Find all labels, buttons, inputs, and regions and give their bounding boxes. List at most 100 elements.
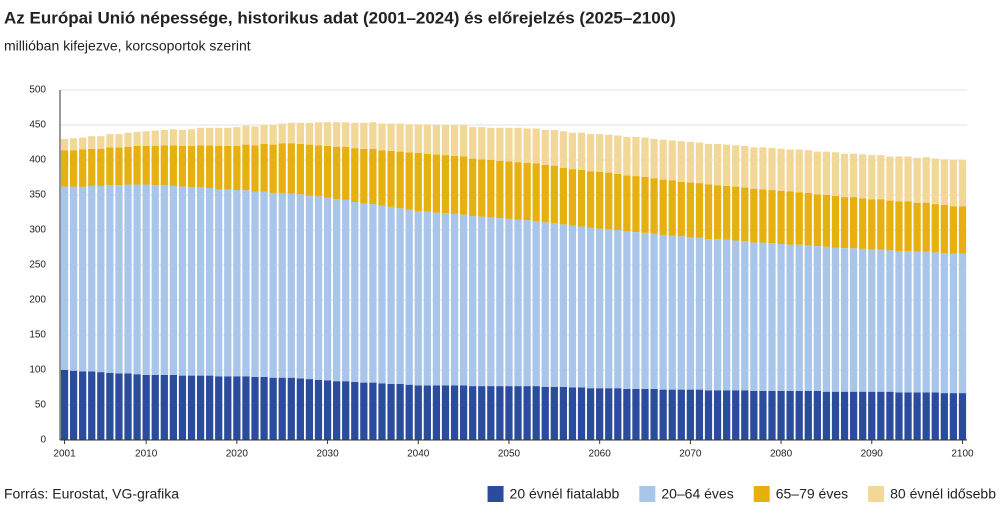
bar-segment [886,156,894,201]
bar-segment [351,202,359,382]
bar-segment [106,185,114,373]
bar-segment [278,192,286,378]
source-note: Forrás: Eurostat, VG-grafika [4,486,179,502]
bar-segment [759,242,767,391]
bar-segment [922,202,930,252]
bar-segment [586,134,595,172]
bar-segment [496,160,504,219]
bar-segment [577,132,586,170]
bar-segment [60,150,69,187]
bar-segment [342,199,350,382]
bar-segment [514,219,522,387]
bar-segment [414,385,422,440]
bar-segment [813,194,821,247]
bar-segment [768,148,776,191]
bar-segment [323,380,332,440]
bar-segment [450,155,459,214]
bar-segment [750,242,758,391]
bar-segment [641,388,649,440]
bar-segment [623,388,631,440]
bar-segment [822,391,831,440]
bar-segment [713,143,722,186]
legend-swatch [753,486,770,502]
bar-segment [151,146,159,186]
bar-segment [342,122,350,147]
bar-segment [550,223,558,387]
bar-segment [895,201,903,251]
bar-segment [423,385,431,440]
bar-segment [151,130,159,146]
bar-segment [296,194,304,379]
bar-segment [505,218,513,387]
bar-segment [541,129,549,165]
bar-segment [605,172,613,230]
bar-segment [69,150,78,187]
bar-segment [541,386,549,440]
bar-segment [514,162,522,220]
bar-segment [432,125,441,155]
bar-segment [641,232,649,389]
bar-segment [777,148,785,191]
bar-segment [813,391,821,440]
bar-segment [840,248,849,392]
bar-segment [768,243,776,391]
bar-segment [632,388,640,440]
bar-segment [450,213,459,386]
bar-segment [333,122,341,147]
bar-segment [69,138,78,151]
x-tick-label: 2050 [498,449,521,460]
bar-segment [97,185,105,373]
bar-segment [278,377,286,440]
bar-segment [360,203,368,383]
bar-segment [559,167,568,225]
bar-segment [414,124,422,153]
bar-segment [877,155,885,200]
bar-segment [704,390,713,440]
bar-segment [686,389,694,440]
bar-segment [614,174,622,230]
bar-segment [187,146,196,188]
bar-segment [922,251,930,393]
bar-segment [777,244,785,391]
bar-segment [958,393,967,440]
bar-segment [659,389,667,440]
bar-segment [913,251,921,393]
bar-segment [813,246,821,391]
x-tick-label: 2020 [226,449,249,460]
bar-segment [804,150,812,193]
bar-segment [251,145,259,192]
bar-segment [469,386,477,440]
bar-segment [704,143,713,185]
bar-segment [659,139,667,180]
bar-segment [106,147,114,186]
bar-segment [169,185,178,375]
bar-segment [813,151,821,195]
bar-segment [260,125,268,144]
bar-segment [405,384,413,440]
bar-segment [88,371,96,440]
bar-segment [704,239,713,391]
bar-segment [704,184,713,240]
legend-swatch [868,486,885,502]
bar-segment [369,382,377,440]
bar-segment [741,187,749,242]
bar-segment [741,390,749,440]
bar-segment [732,186,740,241]
y-tick-label: 0 [40,435,46,446]
bar-segment [305,195,314,380]
bar-segment [478,216,486,387]
bar-segment [423,211,431,386]
bar-segment [532,128,540,164]
bar-segment [741,146,749,188]
bar-segment [759,391,767,440]
bar-segment [831,152,840,196]
bar-segment [913,392,921,440]
bar-segment [541,222,549,387]
x-tick-label: 2060 [589,449,612,460]
bar-segment [187,129,196,146]
x-tick-label: 2080 [770,449,793,460]
bar-segment [242,376,250,440]
bar-segment [233,376,241,440]
bar-segment [160,374,168,440]
bar-segment [142,184,150,375]
